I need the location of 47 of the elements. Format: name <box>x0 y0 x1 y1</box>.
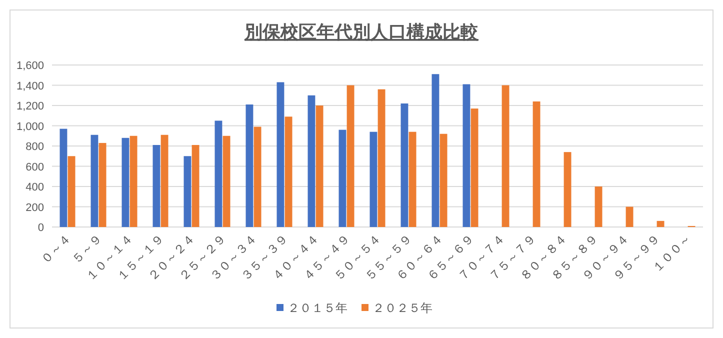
bar <box>532 101 540 227</box>
y-tick-label: 1,600 <box>16 60 44 72</box>
legend-label: ２０２５年 <box>372 301 432 315</box>
bar <box>626 206 634 227</box>
y-tick-label: 1,200 <box>16 100 44 112</box>
bar <box>470 108 478 227</box>
bar <box>308 95 316 227</box>
bar <box>370 132 378 227</box>
y-tick-label: 1,400 <box>16 80 44 92</box>
bar <box>462 84 470 227</box>
bar <box>276 82 284 227</box>
bar <box>130 136 138 227</box>
y-tick-label: 800 <box>26 141 44 153</box>
bar <box>440 134 448 227</box>
bar <box>594 186 602 227</box>
bar <box>284 116 292 227</box>
y-tick-label: 1,000 <box>16 120 44 133</box>
legend-label: ２０１５年 <box>288 301 348 315</box>
bar <box>502 85 510 227</box>
bar <box>184 156 192 227</box>
bar <box>60 128 68 227</box>
bar <box>656 220 664 227</box>
bar <box>68 156 76 227</box>
bar <box>122 138 130 227</box>
y-tick-label: 200 <box>26 202 44 214</box>
bar <box>214 120 222 227</box>
x-tick-label: ０～４ <box>38 231 74 267</box>
bar <box>160 134 168 227</box>
bar <box>222 136 230 227</box>
bar <box>246 104 254 227</box>
y-tick-label: 400 <box>26 182 44 194</box>
bar <box>338 130 346 227</box>
bar <box>316 106 324 227</box>
bar <box>254 126 262 227</box>
bar <box>432 74 440 227</box>
bar <box>346 85 354 227</box>
y-tick-label: 0 <box>38 222 44 234</box>
y-tick-label: 600 <box>26 161 44 174</box>
bar <box>152 144 160 227</box>
bar <box>564 152 572 227</box>
chart-title: 別保校区年代別人口構成比較 <box>244 22 480 42</box>
bar <box>90 134 98 227</box>
bar <box>378 89 386 227</box>
bar <box>408 132 416 227</box>
bar <box>192 144 200 227</box>
bar <box>400 103 408 227</box>
bar <box>98 142 106 227</box>
